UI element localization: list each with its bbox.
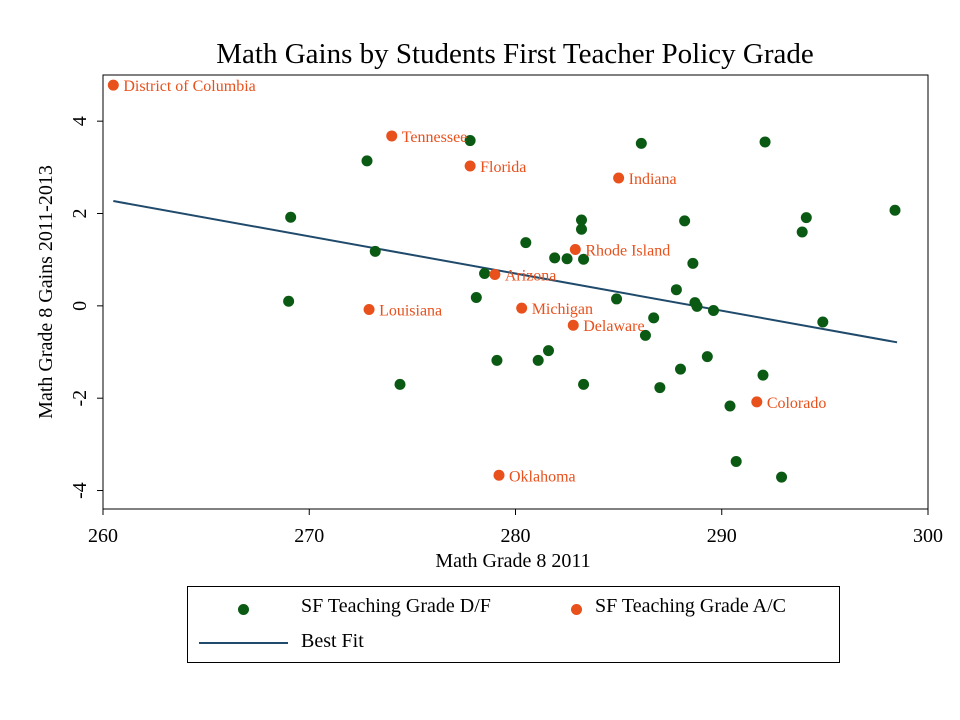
df-point	[361, 155, 373, 167]
df-point	[464, 135, 476, 147]
y-tick-label: -2	[69, 390, 91, 407]
legend-green-dot-icon	[238, 604, 249, 615]
state-label: Florida	[480, 159, 526, 176]
df-point	[654, 382, 666, 394]
df-point	[549, 252, 561, 264]
df-point	[578, 253, 590, 265]
state-label: Rhode Island	[585, 243, 670, 260]
ac-point	[493, 469, 505, 481]
x-tick-label: 290	[707, 525, 737, 547]
state-label: Tennessee	[402, 129, 468, 146]
legend: SF Teaching Grade D/F SF Teaching Grade …	[187, 586, 840, 663]
y-tick-label: 4	[69, 116, 91, 126]
points-layer: District of Columbia Tennessee Florida Indi…	[107, 78, 901, 485]
df-point	[670, 284, 682, 296]
state-label: Arizona	[505, 267, 557, 284]
df-point	[759, 136, 771, 148]
y-axis-label: Math Grade 8 Gains 2011-2013	[35, 165, 57, 419]
df-point	[757, 369, 769, 381]
state-label: District of Columbia	[123, 78, 255, 95]
legend-label-df: SF Teaching Grade D/F	[301, 595, 491, 617]
df-point	[687, 257, 699, 269]
df-point	[532, 354, 544, 366]
ac-point	[567, 319, 579, 331]
df-point	[611, 293, 623, 305]
df-point	[283, 295, 295, 307]
state-label: Michigan	[532, 301, 593, 318]
df-point	[701, 351, 713, 363]
df-point	[578, 378, 590, 390]
ac-point	[489, 268, 501, 280]
df-point	[369, 245, 381, 257]
df-point	[479, 268, 491, 280]
ac-point	[107, 79, 119, 91]
df-point	[817, 316, 829, 328]
df-point	[639, 329, 651, 341]
state-label: Delaware	[583, 318, 644, 335]
df-point	[889, 204, 901, 216]
df-point	[576, 223, 587, 235]
ac-point	[386, 130, 398, 142]
df-point	[724, 400, 736, 412]
df-point	[543, 345, 554, 357]
df-point	[576, 214, 587, 226]
y-tick-label: 2	[69, 209, 91, 219]
best-fit-layer	[113, 200, 898, 344]
x-tick-label: 260	[88, 525, 118, 547]
state-label: Colorado	[767, 395, 827, 412]
df-point	[648, 312, 660, 324]
state-label: Indiana	[629, 171, 677, 188]
y-axis-ticks: -4 -2 0 2 4	[69, 116, 103, 499]
df-point	[679, 215, 691, 227]
ac-point	[613, 172, 625, 184]
df-point	[520, 237, 532, 249]
df-point	[491, 354, 503, 366]
ac-point	[516, 302, 528, 314]
chart-title: Math Gains by Students First Teacher Pol…	[216, 38, 813, 70]
ac-point	[363, 304, 375, 316]
state-label: Louisiana	[379, 303, 442, 320]
df-point	[730, 455, 742, 467]
y-tick-label: -4	[69, 482, 91, 499]
x-tick-label: 300	[913, 525, 943, 547]
x-axis-ticks: 260 270 280 290 300	[88, 509, 943, 547]
df-point	[675, 363, 686, 375]
x-tick-label: 280	[501, 525, 531, 547]
best-fit-line	[113, 200, 898, 344]
legend-line-icon	[199, 642, 288, 644]
df-point	[776, 471, 788, 483]
legend-label-fit: Best Fit	[301, 630, 364, 652]
legend-label-ac: SF Teaching Grade A/C	[595, 595, 786, 617]
df-point	[561, 253, 573, 265]
df-point	[708, 304, 719, 316]
ac-point	[751, 396, 763, 408]
df-point	[800, 212, 812, 224]
ac-point	[569, 244, 581, 256]
ac-point	[464, 160, 476, 172]
df-point	[285, 211, 297, 223]
df-point	[796, 226, 808, 238]
state-label: Oklahoma	[509, 468, 576, 485]
plot-frame	[102, 74, 929, 510]
y-tick-label: 0	[69, 301, 91, 311]
df-point	[394, 378, 406, 390]
df-point	[635, 137, 647, 149]
x-tick-label: 270	[294, 525, 324, 547]
x-axis-label: Math Grade 8 2011	[435, 550, 590, 572]
legend-orange-dot-icon	[571, 604, 582, 615]
df-point	[470, 292, 482, 304]
df-point	[691, 300, 703, 312]
